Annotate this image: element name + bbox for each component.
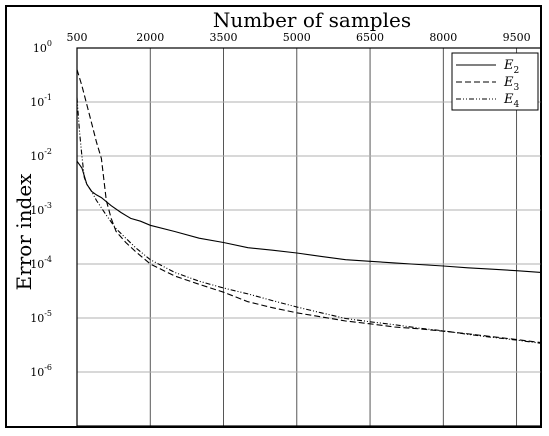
- x-tick-label: 8000: [429, 31, 457, 44]
- y-tick-label: 10-6: [30, 363, 52, 379]
- series-line-e3: [76, 69, 542, 344]
- series-line-e2: [76, 160, 542, 273]
- y-axis-label: Error index: [12, 173, 36, 291]
- y-tick-label: 10-2: [30, 147, 52, 163]
- series-layer: [76, 69, 542, 344]
- x-tick-label: 2000: [136, 31, 164, 44]
- x-tick-label: 500: [67, 31, 88, 44]
- series-line-e4: [76, 97, 542, 344]
- x-axis-label: Number of samples: [213, 8, 411, 32]
- plot-area: [76, 47, 542, 427]
- y-tick-label: 10-5: [30, 309, 52, 325]
- x-tick-label: 6500: [356, 31, 384, 44]
- y-tick-label: 10-1: [30, 93, 52, 109]
- x-tick-label: 9500: [503, 31, 531, 44]
- y-tick-label: 100: [33, 39, 52, 55]
- x-tick-label: 5000: [283, 31, 311, 44]
- x-tick-label: 3500: [210, 31, 238, 44]
